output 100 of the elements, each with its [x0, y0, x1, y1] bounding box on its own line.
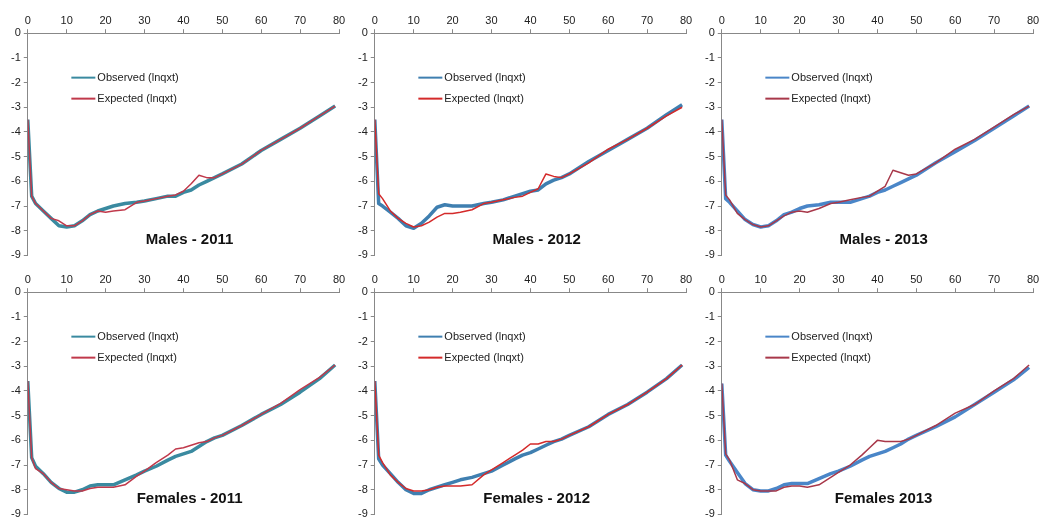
y-tick-label: -4	[705, 124, 715, 137]
y-tick-label: -7	[358, 199, 368, 212]
y-tick-label: -8	[358, 482, 368, 495]
y-tick-label: -9	[705, 248, 715, 261]
y-tick-label: -8	[705, 482, 715, 495]
x-tick-label: 20	[446, 13, 459, 26]
x-tick-label: 0	[371, 272, 378, 285]
x-tick-label: 80	[679, 272, 693, 285]
y-tick-label: -8	[11, 482, 21, 495]
y-tick-label: -5	[11, 408, 21, 421]
y-tick-label: -4	[11, 383, 21, 396]
y-tick-label: -4	[358, 124, 368, 137]
y-tick-label: -5	[11, 149, 21, 162]
x-tick-label: 40	[524, 13, 537, 26]
x-tick-label: 80	[1026, 272, 1040, 285]
x-tick-label: 50	[910, 13, 923, 26]
y-tick-label: -9	[358, 248, 368, 261]
x-tick-label: 50	[216, 272, 229, 285]
legend-label: Expected (lnqxt)	[791, 91, 871, 104]
y-tick-label: -4	[358, 383, 368, 396]
x-tick-label: 30	[485, 272, 498, 285]
x-tick-label: 20	[99, 13, 112, 26]
x-tick-label: 70	[293, 272, 307, 285]
x-tick-label: 60	[255, 272, 268, 285]
y-tick-label: -9	[11, 507, 21, 520]
x-tick-label: 40	[524, 272, 537, 285]
x-tick-label: 60	[602, 13, 615, 26]
y-tick-label: -1	[11, 50, 21, 63]
x-tick-label: 50	[910, 272, 923, 285]
text: Males - 2012	[492, 229, 581, 247]
y-tick-label: -7	[705, 458, 715, 471]
y-tick-label: -6	[11, 174, 21, 187]
x-tick-label: 30	[138, 272, 151, 285]
x-tick-label: 10	[60, 13, 73, 26]
y-tick-label: -1	[705, 50, 715, 63]
y-tick-label: 0	[14, 26, 21, 39]
text: Females - 2011	[136, 488, 243, 506]
x-tick-label: 70	[987, 13, 1001, 26]
legend-label: Observed (lnqxt)	[791, 70, 873, 83]
x-tick-label: 10	[407, 272, 420, 285]
legend-label: Observed (lnqxt)	[444, 329, 526, 342]
legend-label: Observed (lnqxt)	[444, 70, 526, 83]
y-tick-label: 0	[361, 26, 368, 39]
y-tick-label: -8	[358, 223, 368, 236]
y-tick-label: -2	[11, 75, 21, 88]
x-tick-label: 10	[754, 13, 767, 26]
x-tick-label: 10	[754, 272, 767, 285]
x-tick-label: 30	[485, 13, 498, 26]
x-tick-label: 40	[177, 272, 190, 285]
x-tick-label: 80	[1026, 13, 1040, 26]
y-tick-label: -3	[705, 359, 715, 372]
legend-label: Observed (lnqxt)	[97, 329, 179, 342]
x-tick-label: 70	[987, 272, 1001, 285]
y-tick-label: -7	[705, 199, 715, 212]
y-tick-label: -2	[705, 334, 715, 347]
x-tick-label: 60	[602, 272, 615, 285]
y-tick-label: -2	[358, 75, 368, 88]
y-tick-label: -9	[705, 507, 715, 520]
y-tick-label: 0	[14, 285, 21, 298]
x-tick-label: 0	[718, 13, 725, 26]
y-tick-label: -6	[705, 174, 715, 187]
x-tick-label: 50	[563, 272, 576, 285]
y-tick-label: -3	[705, 100, 715, 113]
y-tick-label: 0	[708, 26, 715, 39]
x-tick-label: 50	[563, 13, 576, 26]
legend-label: Expected (lnqxt)	[444, 350, 524, 363]
x-tick-label: 10	[407, 13, 420, 26]
x-tick-label: 60	[949, 13, 962, 26]
text: Males - 2011	[145, 229, 234, 247]
x-tick-label: 20	[793, 272, 806, 285]
x-tick-label: 20	[99, 272, 112, 285]
legend-label: Expected (lnqxt)	[791, 350, 871, 363]
x-tick-label: 80	[332, 13, 346, 26]
x-tick-label: 40	[871, 272, 884, 285]
y-tick-label: -6	[11, 433, 21, 446]
y-tick-label: -5	[358, 408, 368, 421]
text: Males - 2013	[839, 229, 928, 247]
x-tick-label: 0	[24, 272, 31, 285]
y-tick-label: -6	[358, 433, 368, 446]
y-tick-label: -5	[705, 408, 715, 421]
legend-label: Observed (lnqxt)	[97, 70, 179, 83]
x-tick-label: 40	[177, 13, 190, 26]
text: Females - 2012	[483, 488, 590, 506]
x-tick-label: 0	[718, 272, 725, 285]
y-tick-label: -4	[705, 383, 715, 396]
y-tick-label: -7	[358, 458, 368, 471]
x-tick-label: 30	[832, 272, 845, 285]
legend-label: Expected (lnqxt)	[97, 350, 177, 363]
y-tick-label: -3	[11, 359, 21, 372]
x-tick-label: 50	[216, 13, 229, 26]
legend-label: Expected (lnqxt)	[444, 91, 524, 104]
y-tick-label: -5	[705, 149, 715, 162]
x-tick-label: 70	[640, 13, 654, 26]
x-tick-label: 20	[793, 13, 806, 26]
x-tick-label: 60	[255, 13, 268, 26]
y-tick-label: -1	[11, 309, 21, 322]
y-tick-label: 0	[361, 285, 368, 298]
legend-label: Expected (lnqxt)	[97, 91, 177, 104]
x-tick-label: 40	[871, 13, 884, 26]
x-tick-label: 30	[138, 13, 151, 26]
